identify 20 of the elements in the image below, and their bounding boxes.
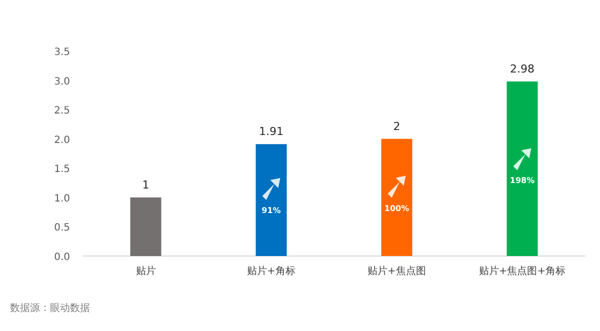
y-tick-label: 2.0 [54,134,70,146]
data-label: 2.98 [510,62,534,76]
y-tick-label: 0.5 [54,222,70,234]
annotation: 198% [510,176,535,186]
data-label: 1 [142,178,150,192]
y-tick-label: 3.5 [54,47,70,58]
x-tick-label: 贴片+角标 [247,265,296,277]
x-tick-label: 贴片+焦点图 [368,265,426,277]
y-tick-label: 2.5 [54,106,70,117]
data-label: 1.91 [259,125,284,138]
data-label: 2 [393,120,400,133]
annotation: 91% [262,206,281,216]
y-tick-label: 1.0 [54,193,70,204]
text: 数据源：眼动数据 [10,302,90,314]
y-tick-label: 0.0 [54,252,70,263]
y-tick-label: 3.0 [54,76,70,88]
annotation: 100% [384,204,410,213]
x-tick-label: 贴片+焦点图+角标 [478,265,566,277]
x-tick-label: 贴片 [136,265,156,277]
y-tick-label: 1.5 [54,164,70,176]
